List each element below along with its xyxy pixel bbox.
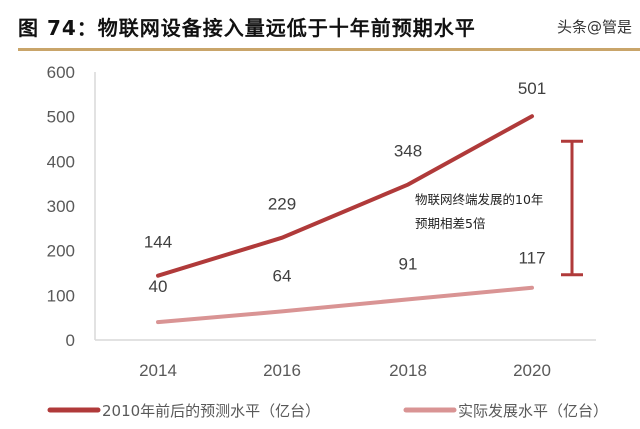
watermark: 头条@管是 xyxy=(557,18,632,36)
figure-title: 图 74：物联网设备接入量远低于十年前预期水平 xyxy=(18,16,476,40)
title-underline xyxy=(18,48,640,51)
x-tick-label: 2020 xyxy=(513,361,551,380)
y-tick-label: 100 xyxy=(47,286,75,305)
x-tick-label: 2016 xyxy=(263,361,301,380)
x-tick-label: 2014 xyxy=(139,361,177,380)
data-label: 40 xyxy=(149,277,168,296)
y-tick-label: 200 xyxy=(47,242,75,261)
legend-label: 2010年前后的预测水平（亿台） xyxy=(102,402,320,420)
series-line-1 xyxy=(156,285,534,325)
series-line-0 xyxy=(156,114,534,278)
y-tick-label: 300 xyxy=(47,197,75,216)
data-label: 91 xyxy=(399,254,418,273)
y-tick-label: 600 xyxy=(47,63,75,82)
data-label: 117 xyxy=(518,249,545,268)
legend-label: 实际发展水平（亿台） xyxy=(458,402,608,420)
data-label: 64 xyxy=(273,266,292,285)
data-label: 501 xyxy=(518,79,546,98)
data-label: 144 xyxy=(144,233,172,252)
y-tick-label: 500 xyxy=(47,108,75,127)
x-tick-label: 2018 xyxy=(389,361,427,380)
data-label: 348 xyxy=(394,142,422,161)
annotation-text: 预期相差5倍 xyxy=(415,216,485,231)
annotation-text: 物联网终端发展的10年 xyxy=(415,192,543,207)
y-tick-label: 0 xyxy=(66,331,75,350)
data-label: 229 xyxy=(268,195,296,214)
y-tick-label: 400 xyxy=(47,152,75,171)
